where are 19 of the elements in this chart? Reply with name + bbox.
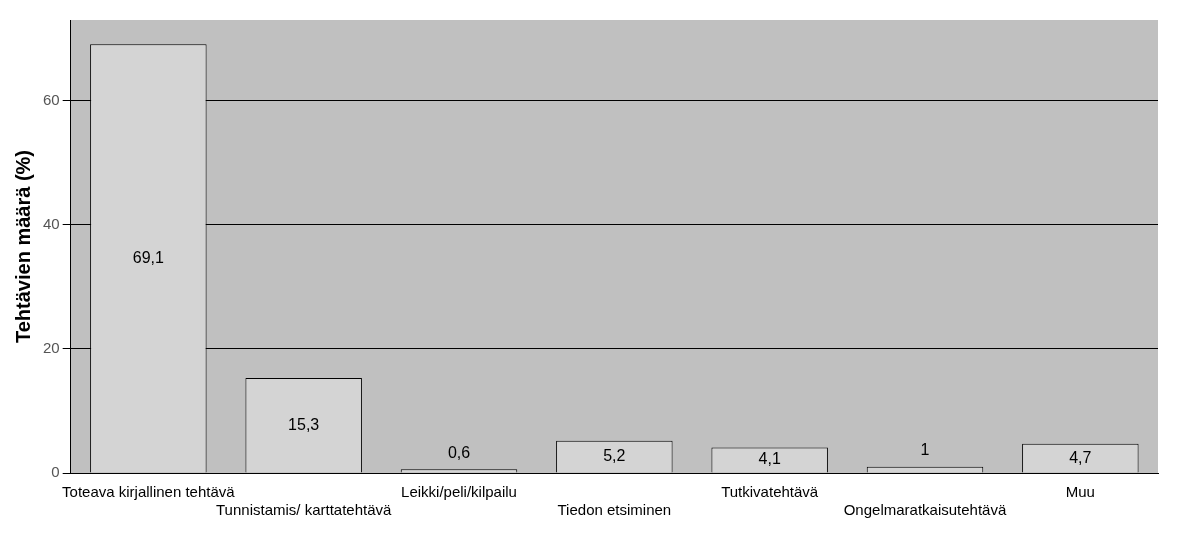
data-label: 5,2 xyxy=(603,447,626,465)
data-label: 1 xyxy=(920,441,930,459)
y-tick-label: 60 xyxy=(43,90,60,108)
data-label: 4,1 xyxy=(758,450,781,468)
y-axis-title: Tehtävien määrä (%) xyxy=(11,149,34,344)
y-tick-label: 20 xyxy=(43,339,60,357)
x-tick-label: Toteava kirjallinen tehtävä xyxy=(62,483,236,501)
x-tick-label: Ongelmaratkaisutehtävä xyxy=(843,501,1007,519)
data-label: 4,7 xyxy=(1069,448,1092,466)
x-tick-label: Tutkivatehtävä xyxy=(721,483,819,501)
data-label: 0,6 xyxy=(447,443,471,461)
y-tick-label: 40 xyxy=(43,214,60,232)
y-tick-label: 0 xyxy=(51,463,60,481)
data-label: 15,3 xyxy=(288,415,320,433)
x-tick-label: Tiedon etsiminen xyxy=(557,501,672,519)
data-label: 69,1 xyxy=(132,248,165,266)
x-tick-label: Leikki/peli/kilpailu xyxy=(401,483,517,501)
x-tick-label: Muu xyxy=(1065,483,1095,501)
x-tick-label: Tunnistamis/ karttatehtävä xyxy=(216,501,393,519)
